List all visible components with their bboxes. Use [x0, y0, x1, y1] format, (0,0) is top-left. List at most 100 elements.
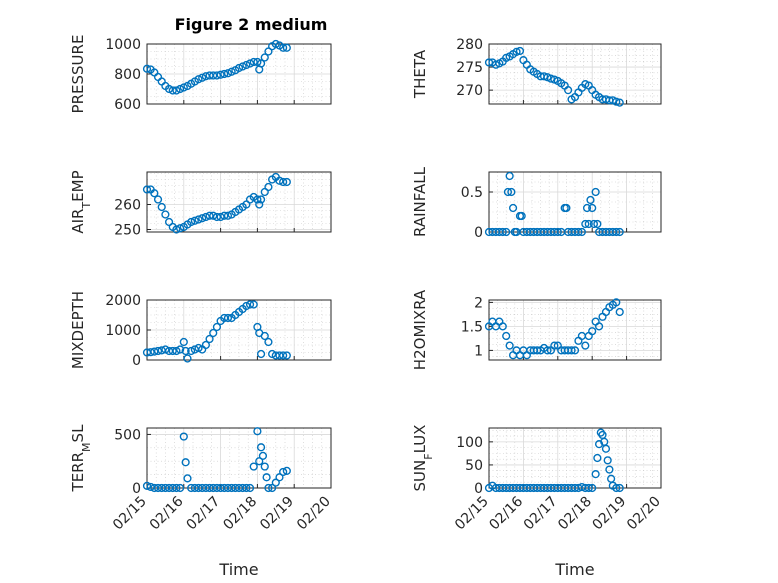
y-tick-label: 0: [474, 481, 483, 497]
data-point: [271, 39, 280, 49]
data-point: [223, 313, 233, 323]
data-point: [586, 195, 595, 205]
data-point: [223, 211, 233, 220]
data-point: [546, 74, 556, 83]
y-axis-label: H2OMIXRA: [411, 289, 429, 370]
subplot-4: 0 0.5 RAINFALL: [411, 166, 662, 241]
data-point: [205, 211, 214, 220]
subplot-5: 0 1000 2000 MIXDEPTH: [69, 291, 332, 369]
data-point: [201, 212, 210, 222]
y-axis-label: AIRTEMP: [69, 170, 93, 233]
data-point: [577, 227, 586, 237]
data-point: [258, 451, 268, 460]
data-point: [212, 212, 222, 222]
data-point: [588, 203, 597, 213]
y-axis-label: PRESSURE: [69, 35, 87, 114]
data-point: [589, 219, 599, 229]
data-point: [216, 70, 225, 79]
data-point: [255, 457, 264, 466]
data-point: [612, 298, 621, 307]
figure-title: Figure 2 medium: [175, 15, 328, 34]
data-point: [564, 86, 573, 95]
data-point: [168, 346, 177, 356]
data-point: [238, 62, 247, 71]
y-tick-label: 0: [132, 481, 141, 497]
data-point: [581, 341, 590, 350]
data-point: [245, 59, 255, 68]
data-point: [605, 465, 614, 474]
data-point: [612, 483, 621, 493]
y-tick-label: 260: [114, 198, 141, 214]
subplot-3: 250 260 AIRTEMP: [69, 170, 332, 239]
data-point: [150, 347, 159, 356]
y-axis-label: MIXDEPTH: [69, 291, 87, 369]
data-point: [503, 187, 513, 197]
y-tick-label: 270: [456, 83, 483, 99]
data-point: [570, 346, 580, 355]
data-point: [161, 210, 170, 219]
data-point: [172, 346, 181, 356]
data-point: [190, 216, 199, 225]
y-tick-label: 600: [114, 97, 141, 113]
data-point: [172, 483, 181, 493]
data-point: [179, 432, 188, 441]
data-point: [543, 346, 552, 355]
data-point: [601, 444, 611, 453]
data-point: [279, 351, 288, 360]
data-point: [262, 473, 271, 482]
data-point: [275, 473, 284, 482]
data-point: [253, 57, 262, 67]
data-point: [282, 43, 291, 52]
data-point: [172, 225, 181, 234]
data-point: [161, 345, 170, 354]
data-point: [198, 214, 207, 223]
y-tick-label: 0: [132, 353, 141, 369]
subplot-1: 600 800 1000 PRESSURE: [69, 35, 332, 114]
y-tick-label: 0: [474, 225, 483, 241]
y-tick-label: 0.5: [461, 185, 483, 201]
data-point: [498, 227, 507, 237]
data-point: [515, 46, 525, 56]
data-point: [253, 195, 262, 204]
x-axis-label: Time: [218, 560, 258, 579]
data-point: [164, 84, 174, 94]
data-point: [574, 227, 583, 237]
data-point: [205, 334, 214, 344]
data-point: [209, 328, 218, 338]
data-point: [212, 322, 222, 332]
data-point: [260, 53, 269, 62]
data-point: [498, 322, 507, 331]
data-point: [187, 346, 196, 356]
data-point: [220, 69, 229, 79]
data-point: [539, 72, 549, 81]
data-point: [212, 71, 222, 80]
data-point: [242, 60, 251, 70]
data-point: [484, 58, 494, 67]
axes-box: [488, 43, 662, 105]
data-point: [157, 202, 166, 212]
data-point: [220, 211, 229, 220]
data-point: [179, 337, 188, 347]
data-point: [517, 211, 526, 221]
data-point: [271, 478, 280, 487]
data-point: [176, 345, 185, 354]
plot-area: [488, 427, 662, 489]
plot-area: [488, 43, 662, 105]
y-tick-label: 280: [456, 37, 483, 53]
data-point: [181, 346, 190, 356]
data-point: [227, 67, 236, 76]
data-point: [282, 351, 291, 360]
subplot-2: 270 275 280 THETA: [411, 37, 662, 107]
data-point: [201, 340, 210, 350]
y-tick-label: 800: [114, 67, 141, 83]
y-axis-label: SUNFLUX: [411, 425, 435, 492]
data-point: [505, 171, 514, 181]
y-tick-label: 250: [114, 223, 141, 239]
data-point: [567, 346, 576, 355]
plot-area: [488, 171, 662, 233]
data-point: [581, 219, 590, 229]
y-axis-label: TERRMSL: [69, 424, 93, 493]
data-point: [179, 83, 188, 92]
data-point: [264, 182, 273, 192]
